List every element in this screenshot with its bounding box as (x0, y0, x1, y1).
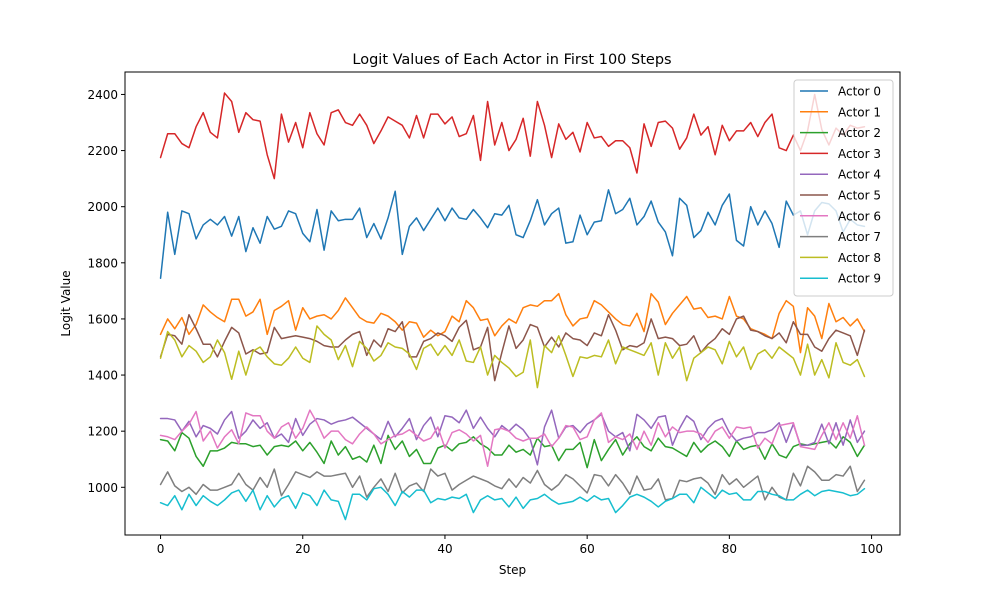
series-line-actor-9 (159, 486, 866, 521)
x-tick-label: 20 (295, 542, 310, 556)
y-tick-label: 1600 (87, 312, 118, 326)
y-axis: 1000 1200 1400 1600 1800 2000 2200 2400 (87, 88, 125, 495)
x-tick-label: 100 (860, 542, 883, 556)
y-tick-label: 2200 (87, 144, 118, 158)
y-tick-label: 2400 (87, 88, 118, 102)
legend-box (793, 79, 894, 297)
x-tick-label: 0 (157, 542, 165, 556)
series-line-actor-8 (159, 325, 866, 389)
y-axis-label: Logit Value (59, 270, 73, 336)
y-tick-label: 1000 (87, 481, 118, 495)
legend-label-actor-2: Actor 2 (838, 126, 881, 140)
series-line-actor-6 (159, 409, 866, 467)
series-line-actor-7 (159, 465, 866, 501)
legend-label-actor-1: Actor 1 (838, 105, 881, 119)
y-tick-label: 1200 (87, 425, 118, 439)
legend: Actor 0 Actor 1 Actor 2 Actor 3 Actor 4 Actor… (793, 79, 894, 297)
axes-frame (124, 71, 901, 536)
y-tick-label: 2000 (87, 200, 118, 214)
x-axis: 0 20 40 60 80 100 (157, 535, 883, 556)
legend-label-actor-6: Actor 6 (838, 209, 881, 223)
legend-label-actor-7: Actor 7 (838, 230, 881, 244)
legend-label-actor-8: Actor 8 (838, 251, 881, 265)
x-tick-label: 40 (437, 542, 452, 556)
series-line-actor-5 (159, 313, 866, 382)
legend-label-actor-0: Actor 0 (838, 85, 881, 99)
series-line-actor-2 (159, 431, 866, 469)
series-line-actor-3 (159, 92, 866, 180)
plot-area (159, 92, 866, 521)
chart-title: Logit Values of Each Actor in First 100 … (352, 52, 671, 68)
legend-label-actor-4: Actor 4 (838, 168, 881, 182)
x-axis-label: Step (499, 563, 526, 577)
series-line-actor-4 (159, 409, 866, 466)
series-line-actor-0 (159, 189, 866, 279)
legend-label-actor-9: Actor 9 (838, 272, 881, 286)
y-tick-label: 1800 (87, 256, 118, 270)
x-tick-label: 80 (722, 542, 737, 556)
x-tick-label: 60 (580, 542, 595, 556)
legend-label-actor-5: Actor 5 (838, 189, 881, 203)
legend-label-actor-3: Actor 3 (838, 147, 881, 161)
y-tick-label: 1400 (87, 369, 118, 383)
